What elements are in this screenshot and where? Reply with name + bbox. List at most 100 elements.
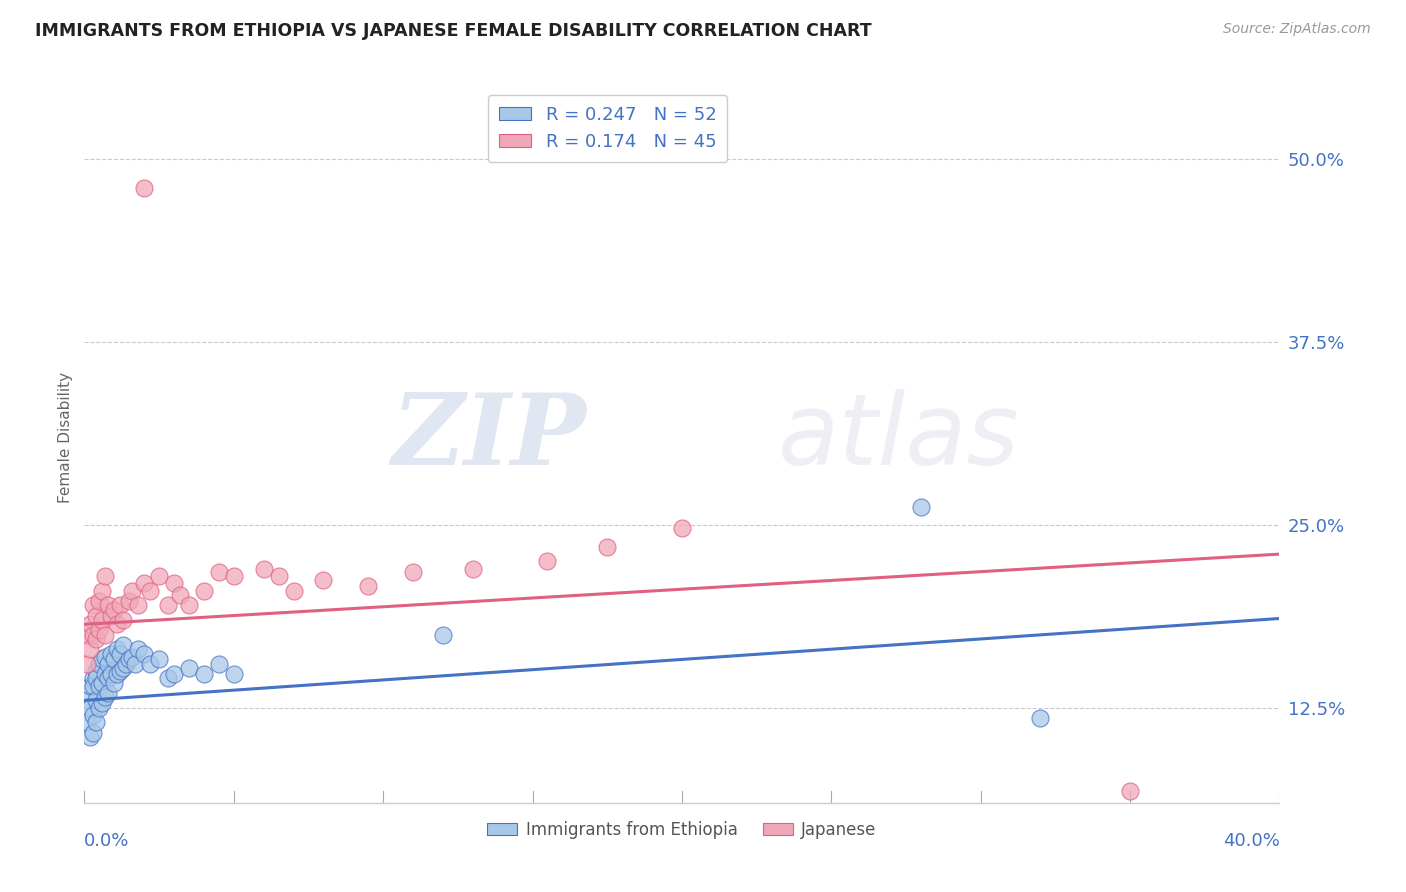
Point (127, 599, 149, 613)
Legend: Immigrants from Ethiopia, Japanese: Immigrants from Ethiopia, Japanese (481, 814, 883, 846)
Point (157, 599, 180, 613)
Point (596, 540, 619, 554)
Point (148, 652, 170, 666)
Point (222, 569, 245, 583)
Point (267, 569, 290, 583)
Point (91, 583, 114, 598)
Point (86, 632, 108, 646)
Point (208, 565, 231, 579)
Point (82, 672, 104, 686)
Point (124, 657, 146, 671)
Point (208, 657, 231, 671)
Point (157, 672, 180, 686)
Point (402, 565, 425, 579)
Point (91, 676, 114, 690)
Point (283, 583, 305, 598)
Point (103, 676, 125, 690)
Point (118, 594, 141, 608)
Point (100, 608, 122, 623)
Point (163, 667, 186, 681)
Point (110, 599, 132, 613)
Point (910, 500, 932, 515)
Point (112, 638, 135, 652)
Point (112, 613, 135, 627)
Point (86, 693, 108, 707)
Point (97, 686, 120, 700)
Point (169, 588, 191, 602)
Point (79, 642, 101, 657)
Point (132, 181, 156, 195)
Point (89, 594, 111, 608)
Point (461, 562, 484, 576)
Point (76, 627, 98, 641)
Point (91, 652, 114, 666)
Point (177, 599, 200, 613)
Point (222, 667, 245, 681)
Point (82, 627, 104, 641)
Point (89, 657, 111, 671)
Point (132, 576, 156, 591)
Point (76, 693, 98, 707)
Text: 0.0%: 0.0% (84, 832, 129, 850)
Point (82, 679, 104, 693)
Point (94, 690, 117, 705)
Point (100, 647, 122, 661)
Point (148, 569, 170, 583)
Point (139, 657, 162, 671)
Text: atlas: atlas (778, 389, 1019, 485)
Point (82, 599, 104, 613)
Text: ZIP: ZIP (391, 389, 586, 485)
Point (97, 657, 120, 671)
Point (89, 700, 111, 714)
Point (91, 613, 114, 627)
Text: 40.0%: 40.0% (1223, 832, 1279, 850)
Point (79, 617, 101, 632)
Y-axis label: Female Disability: Female Disability (58, 371, 73, 503)
Point (193, 583, 215, 598)
Point (163, 576, 186, 591)
Point (103, 603, 125, 617)
Point (94, 649, 117, 664)
Point (110, 664, 132, 678)
Point (312, 574, 335, 588)
Point (100, 667, 122, 681)
Point (86, 664, 108, 678)
Point (105, 667, 128, 681)
Point (432, 627, 454, 641)
Point (86, 608, 108, 623)
Point (89, 679, 111, 693)
Point (357, 579, 380, 593)
Point (536, 554, 558, 568)
Point (79, 700, 101, 714)
Point (97, 672, 120, 686)
Point (132, 647, 156, 661)
Point (671, 521, 693, 535)
Point (103, 652, 125, 666)
Point (94, 667, 117, 681)
Point (86, 715, 108, 730)
Point (91, 696, 114, 710)
Point (82, 708, 104, 723)
Text: Source: ZipAtlas.com: Source: ZipAtlas.com (1223, 22, 1371, 37)
Point (193, 667, 215, 681)
Point (89, 623, 111, 637)
Point (121, 583, 143, 598)
Point (105, 642, 128, 657)
Point (94, 569, 117, 583)
Point (115, 657, 138, 671)
Point (86, 672, 108, 686)
Point (79, 679, 101, 693)
Point (105, 617, 128, 632)
Point (97, 599, 120, 613)
Text: IMMIGRANTS FROM ETHIOPIA VS JAPANESE FEMALE DISABILITY CORRELATION CHART: IMMIGRANTS FROM ETHIOPIA VS JAPANESE FEM… (35, 22, 872, 40)
Point (76, 657, 98, 671)
Point (79, 730, 101, 744)
Point (1029, 711, 1052, 725)
Point (1119, 784, 1142, 798)
Point (253, 562, 276, 576)
Point (121, 649, 143, 664)
Point (127, 642, 149, 657)
Point (76, 715, 98, 730)
Point (112, 661, 135, 675)
Point (118, 652, 141, 666)
